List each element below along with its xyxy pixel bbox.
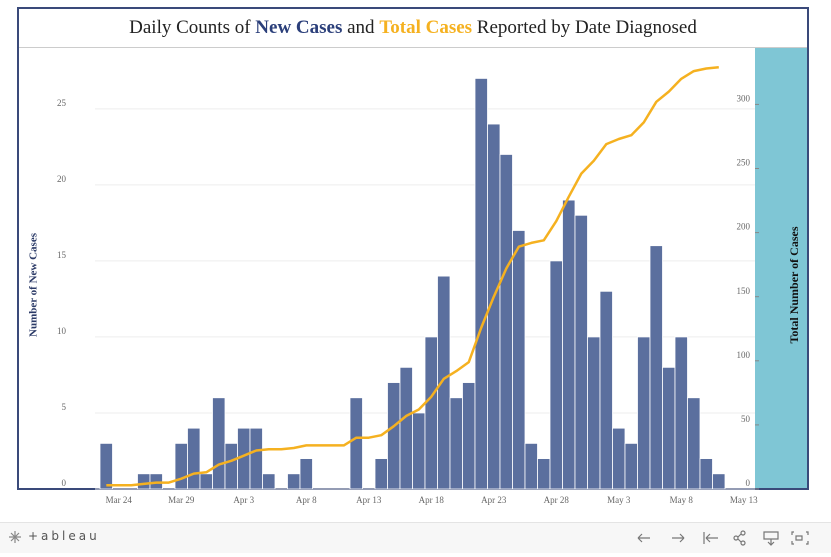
bar (287, 473, 301, 490)
bar (662, 366, 676, 490)
bar (387, 382, 401, 490)
chart-title: Daily Counts of New Cases and Total Case… (19, 9, 807, 47)
y2-axis-title: Total Number of Cases (787, 226, 801, 343)
logo: +ableau (28, 529, 100, 543)
bar (399, 366, 413, 490)
x-tick-label: Apr 28 (544, 495, 570, 505)
y2-tick-label: 0 (746, 478, 751, 488)
y-tick-label: 25 (57, 98, 67, 108)
y2-tick-label: 200 (737, 222, 751, 232)
bar (712, 473, 726, 490)
bar (349, 397, 363, 490)
bar (512, 230, 526, 490)
title-series: Total Cases (379, 17, 473, 38)
y2-tick-label: 250 (737, 158, 751, 168)
bar (424, 336, 438, 490)
y-tick-label: 0 (62, 478, 67, 488)
x-tick-label: Apr 13 (356, 495, 382, 505)
bar (249, 427, 263, 490)
bar (499, 154, 513, 490)
bar (624, 442, 638, 490)
y-tick-label: 20 (57, 174, 67, 184)
title-series: New Cases (255, 17, 343, 38)
bar (549, 260, 563, 490)
bar (524, 442, 538, 490)
x-tick-label: Apr 23 (481, 495, 507, 505)
bar (437, 275, 451, 490)
bar (649, 245, 663, 490)
bar (587, 336, 601, 490)
bar (562, 199, 576, 490)
y-tick-label: 15 (57, 250, 67, 260)
title-text: and (347, 17, 375, 38)
bar (574, 214, 588, 490)
y-tick-label: 10 (57, 326, 67, 336)
bar (699, 458, 713, 490)
x-tick-label: May 13 (730, 495, 758, 505)
x-tick-label: Apr 18 (419, 495, 445, 505)
bar (449, 397, 463, 490)
x-tick-label: Apr 8 (296, 495, 317, 505)
title-text: Daily Counts of (129, 17, 251, 38)
x-tick-label: Mar 24 (106, 495, 133, 505)
bar (537, 458, 551, 490)
bar (224, 442, 238, 490)
chart: Number of New Cases Total Number of Case… (17, 7, 809, 505)
bar (599, 290, 613, 490)
y2-band (755, 48, 808, 489)
bar (374, 458, 388, 490)
y2-tick-label: 100 (737, 350, 751, 360)
bar (674, 336, 688, 490)
bar (212, 397, 226, 490)
bar (187, 427, 201, 490)
x-tick-label: Apr 3 (233, 495, 254, 505)
toolbar: +ableau (0, 522, 831, 553)
bar (462, 382, 476, 490)
bar (174, 442, 188, 490)
logo-icon (9, 531, 21, 543)
bar (412, 412, 426, 490)
y2-tick-label: 150 (737, 286, 751, 296)
y2-tick-label: 50 (741, 414, 751, 424)
x-tick-label: May 3 (607, 495, 631, 505)
title-text: Reported by Date Diagnosed (476, 17, 697, 38)
line (106, 65, 719, 487)
bar (137, 473, 151, 490)
bar (637, 336, 651, 490)
bar (612, 427, 626, 490)
bar (99, 442, 113, 490)
bar (474, 78, 488, 490)
y-tick-label: 5 (62, 402, 67, 412)
x-tick-label: May 8 (670, 495, 694, 505)
y-axis-title: Number of New Cases (28, 232, 40, 337)
bar (687, 397, 701, 490)
bar (262, 473, 276, 490)
bar (299, 458, 313, 490)
y2-tick-label: 300 (737, 93, 751, 103)
toolbar-icons[interactable] (630, 526, 820, 550)
bar (199, 473, 213, 490)
x-tick-label: Mar 29 (168, 495, 195, 505)
